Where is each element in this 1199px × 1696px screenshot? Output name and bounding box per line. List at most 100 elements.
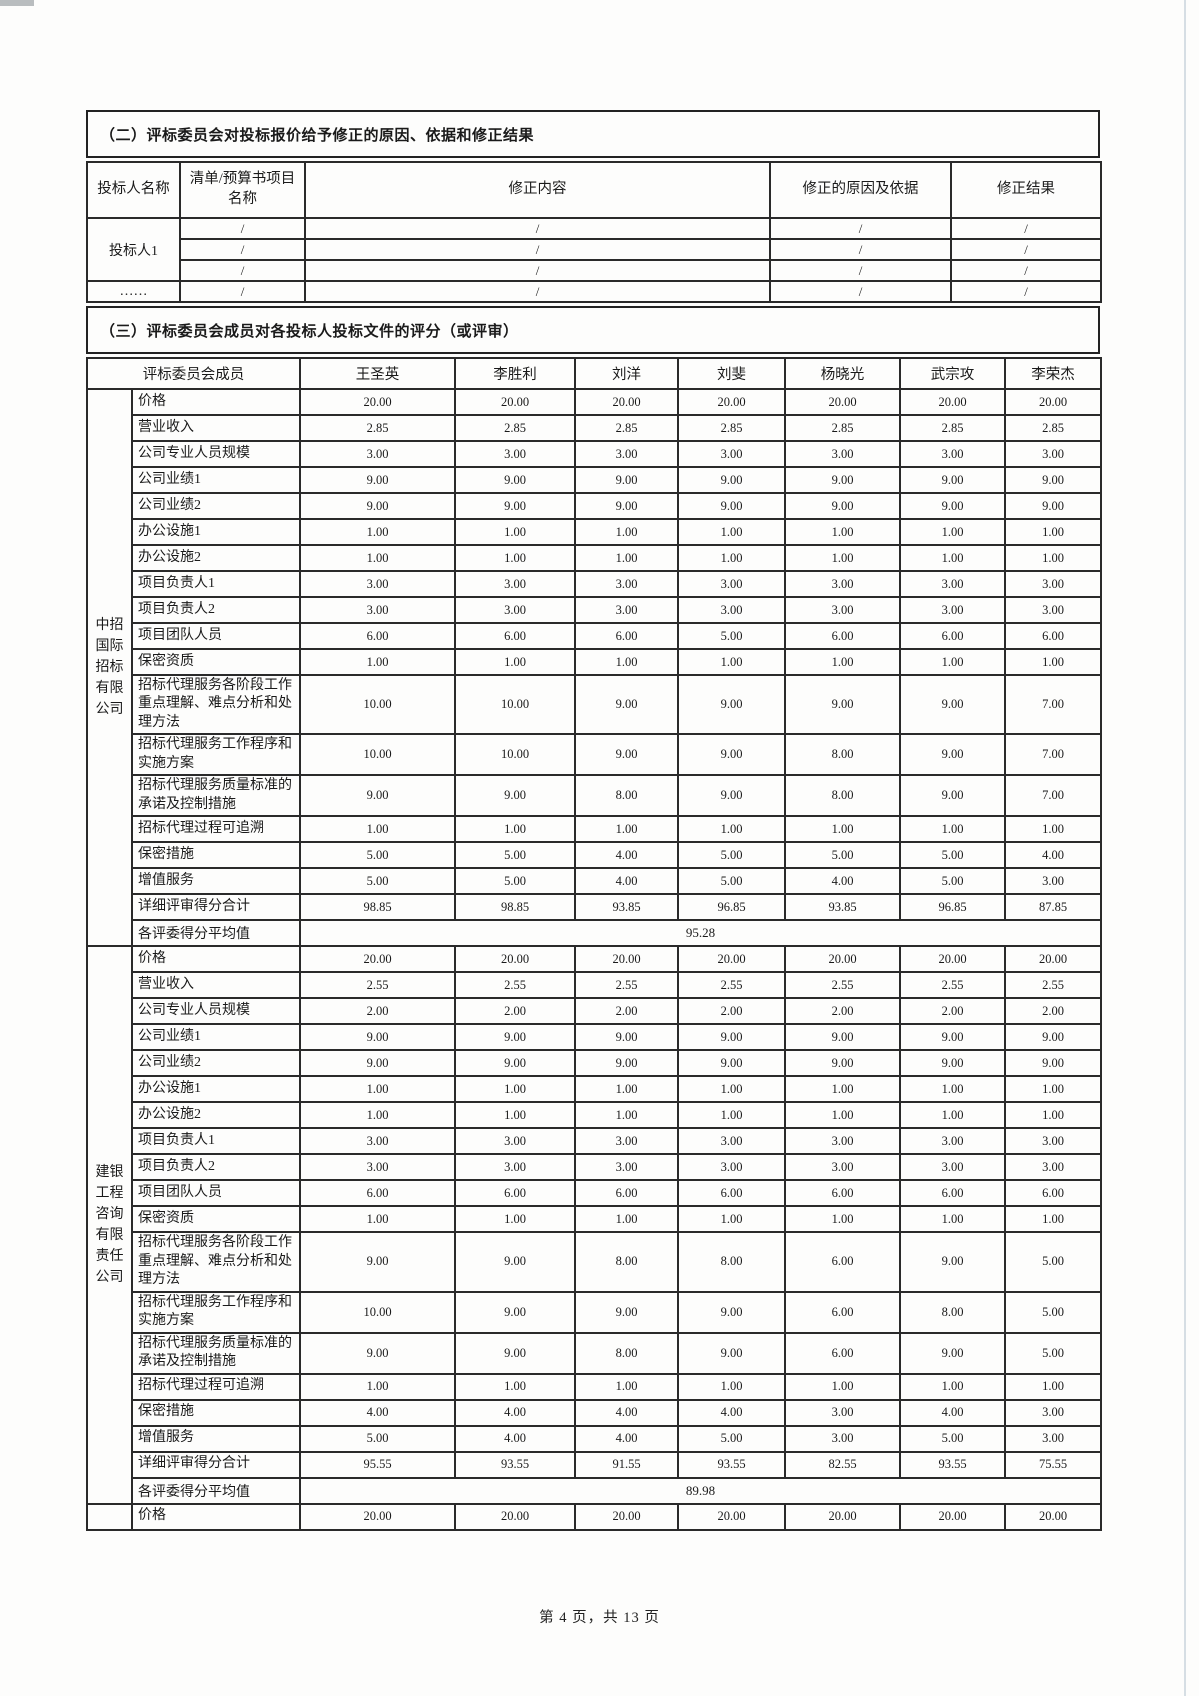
score-value: 6.00 [454,1179,576,1208]
score-value: 93.55 [677,1450,786,1479]
score-value: 2.00 [1004,997,1102,1026]
score-value: 2.85 [574,414,679,442]
score-value: 6.00 [784,1331,901,1375]
score-value: 4.00 [574,867,679,896]
score-value: 5.00 [1004,1231,1102,1293]
score-value: 95.55 [299,1450,456,1479]
score-value: 3.00 [454,570,576,598]
criterion-label: 办公设施1 [131,1075,301,1104]
score-value: 9.00 [899,466,1006,494]
score-value: 1.00 [784,815,901,844]
score-value: 9.00 [454,1049,576,1078]
score-value: 8.00 [574,1231,679,1293]
score-value: 9.00 [574,733,679,777]
score-value: 4.00 [1004,841,1102,870]
score-value: 2.55 [574,971,679,1000]
score-value: 1.00 [899,1372,1006,1401]
bidder-company-cell: 建银工程咨询有限责任公司 [86,945,133,1505]
criterion-label: 招标代理服务质量标准的承诺及控制措施 [131,1331,301,1375]
score-value: 1.00 [299,1075,456,1104]
score-value: 9.00 [574,1023,679,1052]
score-value: 8.00 [899,1290,1006,1334]
score-value: 2.55 [299,971,456,1000]
score-value: 9.00 [454,1331,576,1375]
score-value: 8.00 [574,774,679,818]
score-value: 20.00 [454,945,576,974]
score-row: 办公设施2 1.00 1.00 1.00 1.00 1.00 1.00 1.00 [87,544,1102,572]
score-value: 1.00 [784,518,901,546]
score-value: 9.00 [454,774,576,818]
score-value: 93.55 [454,1450,576,1479]
correction-value-cell: / [769,217,952,240]
criterion-label: 办公设施2 [131,1101,301,1130]
criterion-label: 项目负责人2 [131,596,301,624]
bidder-name-cell: …… [86,280,181,303]
score-value: 1.00 [899,518,1006,546]
score-row: 招标代理过程可追溯 1.00 1.00 1.00 1.00 1.00 1.00 1.00 [87,815,1102,844]
score-value: 1.00 [677,648,786,676]
evaluator-name-5: 杨晓光 [784,357,901,390]
score-value: 5.00 [454,841,576,870]
score-value: 3.00 [574,1153,679,1182]
score-value: 1.00 [574,1101,679,1130]
score-value: 1.00 [574,648,679,676]
score-value: 1.00 [1004,1372,1102,1401]
score-value: 10.00 [299,733,456,777]
score-value: 3.00 [1004,1153,1102,1182]
col-header-correction-reason: 修正的原因及依据 [769,161,952,219]
score-value: 1.00 [454,544,576,572]
correction-value-cell: / [304,238,771,261]
col-header-bidder-name: 投标人名称 [86,161,181,219]
score-value: 6.00 [899,1179,1006,1208]
score-value: 3.00 [574,440,679,468]
score-value: 6.00 [1004,1179,1102,1208]
evaluator-name-7: 李荣杰 [1004,357,1102,390]
average-value: 89.98 [299,1476,1102,1505]
score-value: 3.00 [1004,570,1102,598]
score-value: 9.00 [899,1023,1006,1052]
criterion-label: 办公设施1 [131,518,301,546]
scan-edge-line [1184,0,1186,1696]
score-value: 3.00 [574,596,679,624]
bidder-company-cell: 中招国际招标有限公司 [86,387,133,948]
criterion-label: 招标代理过程可追溯 [131,1372,301,1401]
score-value: 3.00 [299,1127,456,1156]
score-value: 1.00 [299,815,456,844]
score-value: 93.85 [574,893,679,922]
score-value: 3.00 [784,596,901,624]
score-value: 9.00 [454,466,576,494]
score-value: 9.00 [677,466,786,494]
score-value: 1.00 [784,1101,901,1130]
score-value: 1.00 [1004,544,1102,572]
score-value: 8.00 [574,1331,679,1375]
score-value: 9.00 [1004,1049,1102,1078]
score-value: 1.00 [454,518,576,546]
scan-artifact-mark [0,0,34,6]
score-row: 招标代理服务各阶段工作重点理解、难点分析和处理方法 9.00 9.00 8.00 8.0… [87,1231,1102,1293]
score-value: 96.85 [677,893,786,922]
score-value: 1.00 [899,544,1006,572]
score-value: 2.00 [454,997,576,1026]
score-value: 5.00 [677,841,786,870]
score-value: 6.00 [299,1179,456,1208]
score-value: 6.00 [899,622,1006,650]
score-value: 5.00 [299,1424,456,1453]
score-row: 保密资质 1.00 1.00 1.00 1.00 1.00 1.00 1.00 [87,648,1102,676]
score-value: 1.00 [784,648,901,676]
score-value: 3.00 [299,570,456,598]
score-row: 增值服务 5.00 5.00 4.00 5.00 4.00 5.00 3.00 [87,867,1102,896]
score-value: 9.00 [899,774,1006,818]
score-row: 公司专业人员规模 2.00 2.00 2.00 2.00 2.00 2.00 2.00 [87,997,1102,1026]
score-value: 20.00 [299,388,456,416]
score-value: 3.00 [899,440,1006,468]
score-value: 9.00 [299,1331,456,1375]
criterion-label: 价格 [131,388,301,416]
score-value: 9.00 [574,1290,679,1334]
score-value: 2.00 [899,997,1006,1026]
score-value: 5.00 [677,867,786,896]
score-value: 4.00 [299,1398,456,1427]
score-value: 1.00 [299,544,456,572]
score-value: 1.00 [677,1372,786,1401]
score-value: 6.00 [784,1290,901,1334]
criterion-label: 详细评审得分合计 [131,1450,301,1479]
